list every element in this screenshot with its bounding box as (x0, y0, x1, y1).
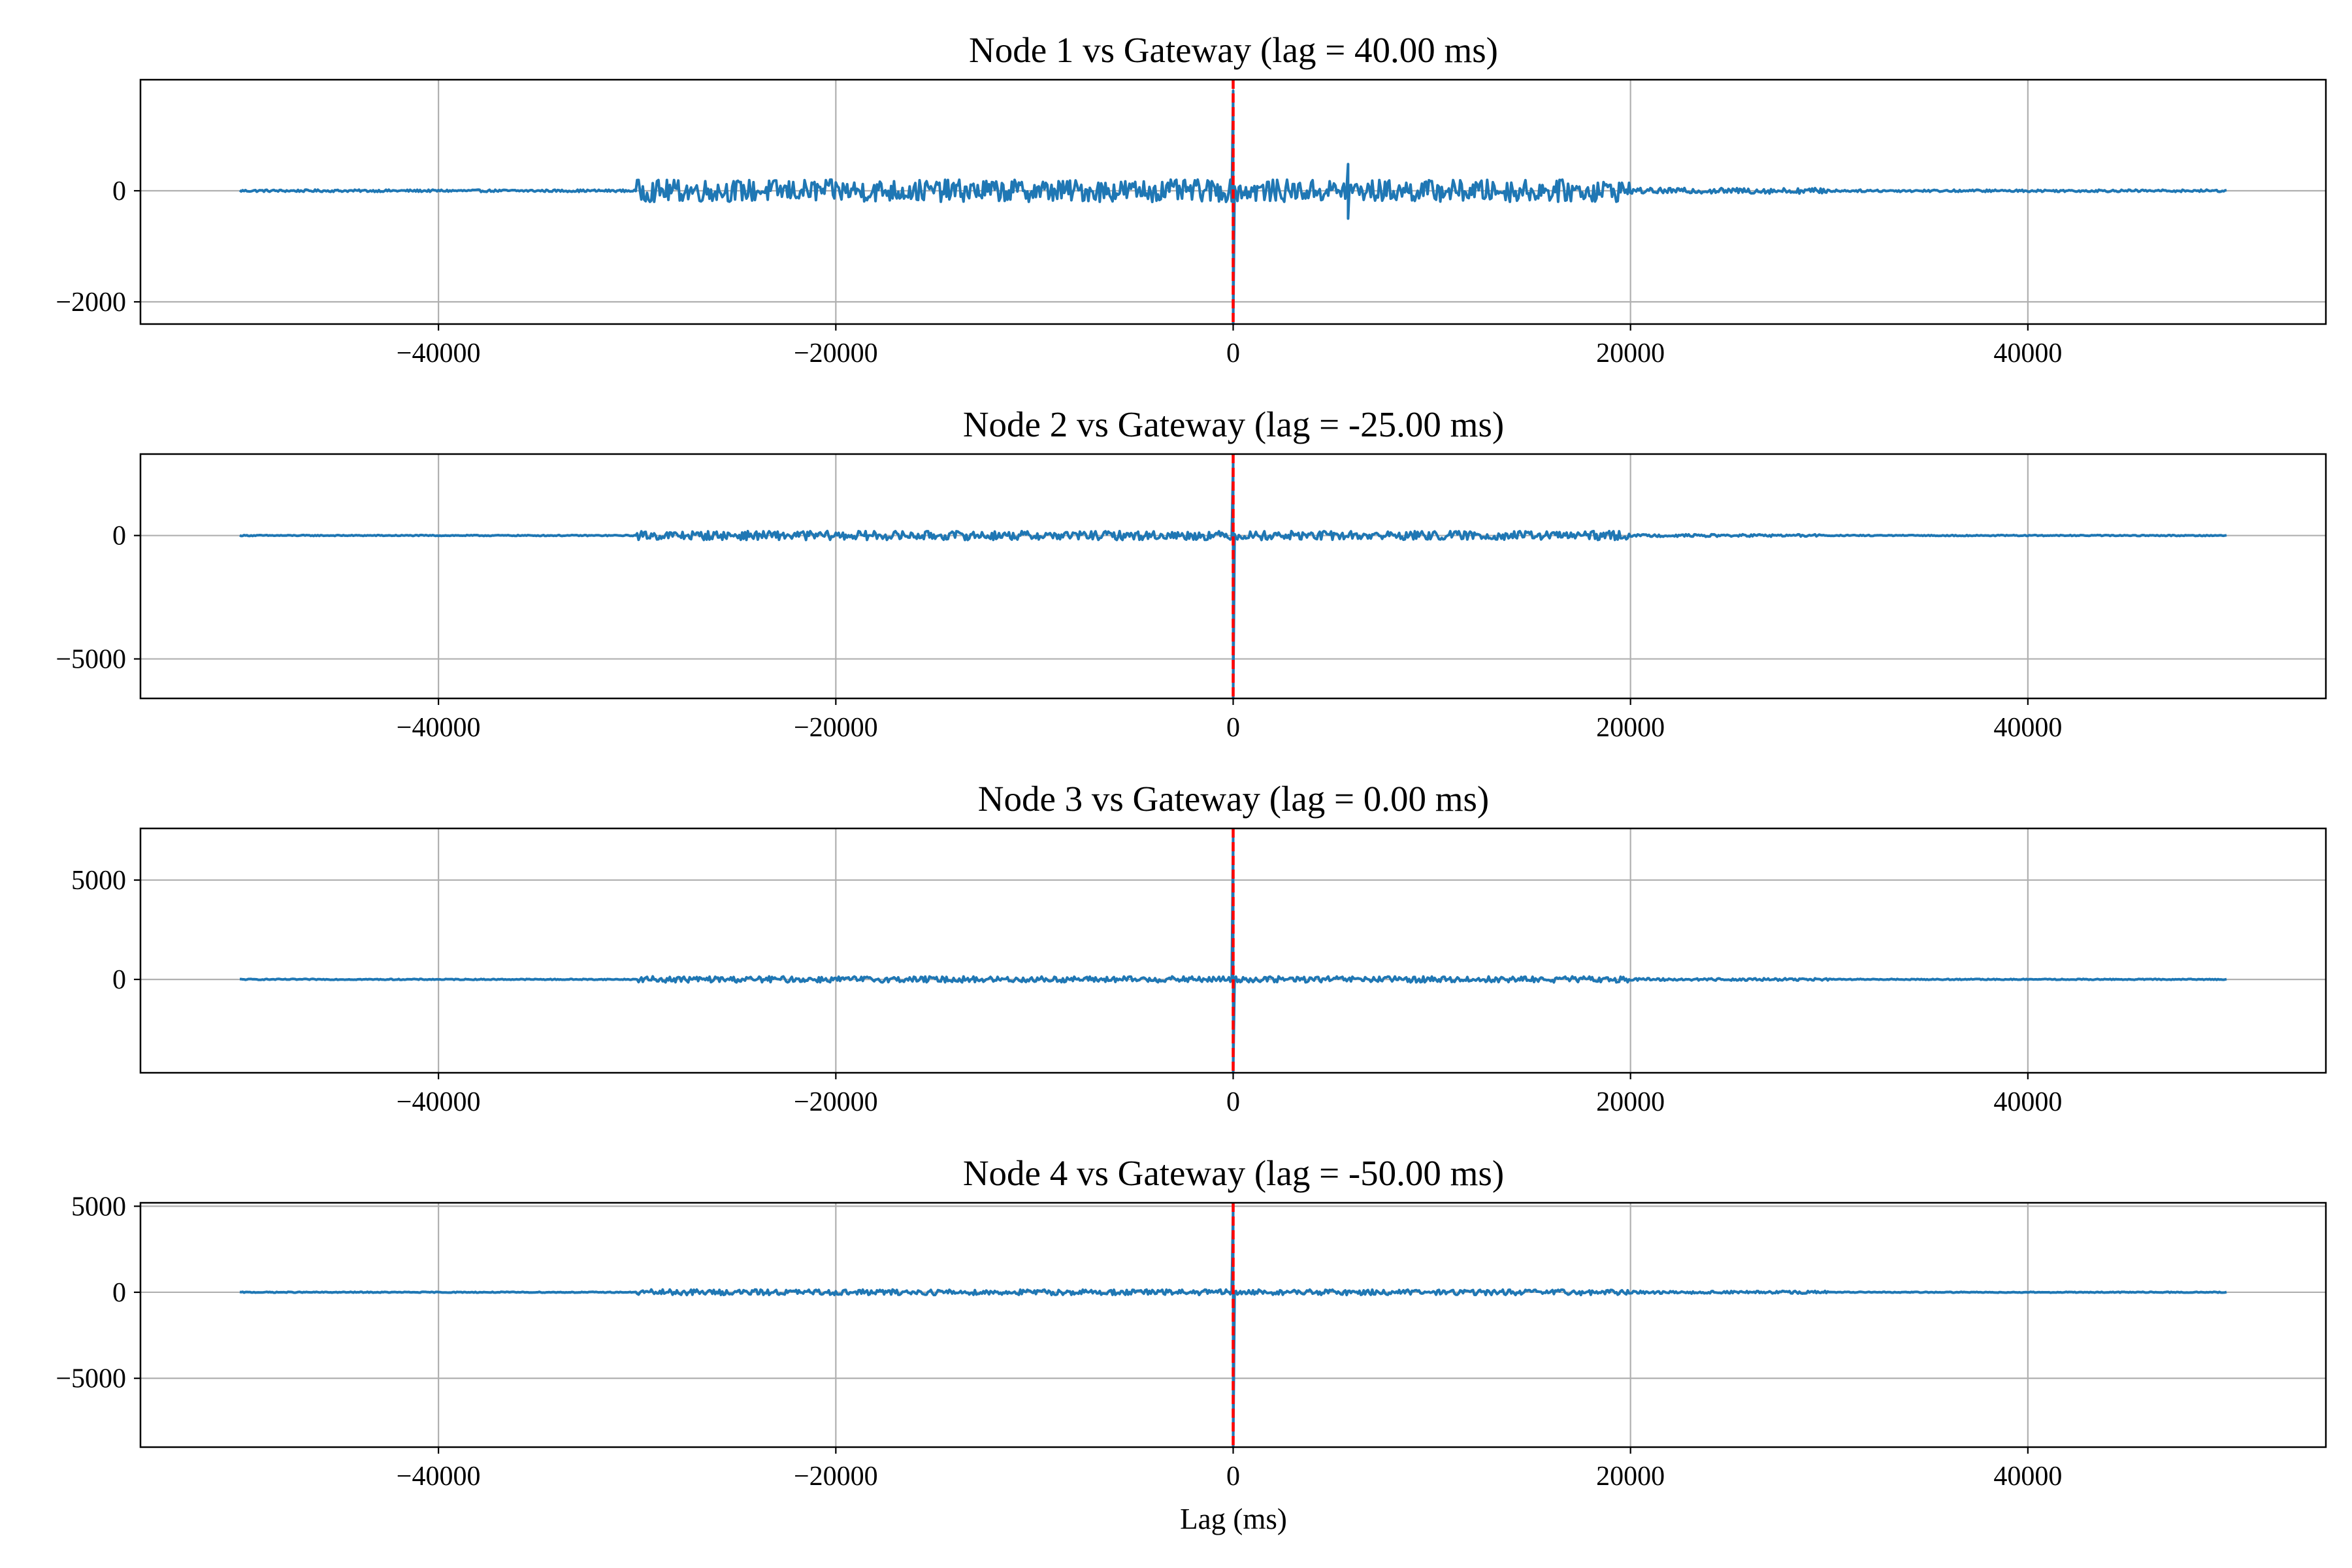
x-tick-label: −20000 (794, 338, 878, 368)
x-tick-label: −40000 (397, 1462, 481, 1492)
x-tick-label: −40000 (397, 1087, 481, 1117)
x-tick-label: −20000 (794, 1462, 878, 1492)
ticks-node-3: −40000 −20000 0 20000 40000 0 5000 (71, 866, 2062, 1117)
subplot-title-node-2: Node 2 vs Gateway (lag = -25.00 ms) (963, 404, 1504, 444)
x-tick-label: 0 (1226, 1462, 1240, 1492)
axes-frame-node-1 (139, 78, 2327, 325)
x-tick-label: 20000 (1596, 1087, 1665, 1117)
ticks-node-2: −40000 −20000 0 20000 40000 −5000 0 (56, 521, 2062, 743)
subplot-title-node-3: Node 3 vs Gateway (lag = 0.00 ms) (978, 779, 1490, 819)
x-tick-label: 40000 (1993, 338, 2062, 368)
subplot-node-4: Node 4 vs Gateway (lag = -50.00 ms) −400… (56, 1153, 2327, 1492)
axes-frame-node-3 (139, 827, 2327, 1074)
y-tick-label: 0 (112, 176, 126, 206)
y-tick-label: −5000 (56, 1364, 126, 1394)
x-tick-label: −40000 (397, 338, 481, 368)
x-tick-label: −20000 (794, 713, 878, 743)
y-tick-label: 0 (112, 521, 126, 551)
subplot-node-2: Node 2 vs Gateway (lag = -25.00 ms) −400… (56, 404, 2327, 743)
axes-frame-node-2 (139, 453, 2327, 700)
x-axis-label: Lag (ms) (1180, 1503, 1287, 1535)
x-tick-label: 0 (1226, 338, 1240, 368)
ticks-node-1: −40000 −20000 0 20000 40000−20000 (56, 176, 2062, 368)
axes-frame-node-4 (139, 1201, 2327, 1448)
y-tick-label: −2000 (56, 287, 126, 318)
y-tick-label: 5000 (71, 1192, 126, 1222)
x-tick-label: −40000 (397, 713, 481, 743)
x-tick-label: 0 (1226, 1087, 1240, 1117)
y-tick-label: 0 (112, 1278, 126, 1308)
x-tick-label: 20000 (1596, 1462, 1665, 1492)
y-tick-label: 5000 (71, 866, 126, 896)
y-tick-label: 0 (112, 965, 126, 995)
x-tick-label: −20000 (794, 1087, 878, 1117)
subplot-title-node-1: Node 1 vs Gateway (lag = 40.00 ms) (969, 30, 1498, 70)
x-tick-label: 0 (1226, 713, 1240, 743)
x-tick-label: 20000 (1596, 338, 1665, 368)
ticks-node-4: −40000 −20000 0 20000 40000 −5000 0 5000 (56, 1192, 2062, 1492)
x-tick-label: 40000 (1993, 1087, 2062, 1117)
x-tick-label: 40000 (1993, 713, 2062, 743)
y-tick-label: −5000 (56, 645, 126, 675)
subplot-node-3: Node 3 vs Gateway (lag = 0.00 ms) −40000… (71, 779, 2327, 1117)
x-tick-label: 40000 (1993, 1462, 2062, 1492)
subplot-title-node-4: Node 4 vs Gateway (lag = -50.00 ms) (963, 1153, 1504, 1193)
x-tick-label: 20000 (1596, 713, 1665, 743)
subplot-node-1: Node 1 vs Gateway (lag = 40.00 ms) −4000… (56, 30, 2327, 368)
